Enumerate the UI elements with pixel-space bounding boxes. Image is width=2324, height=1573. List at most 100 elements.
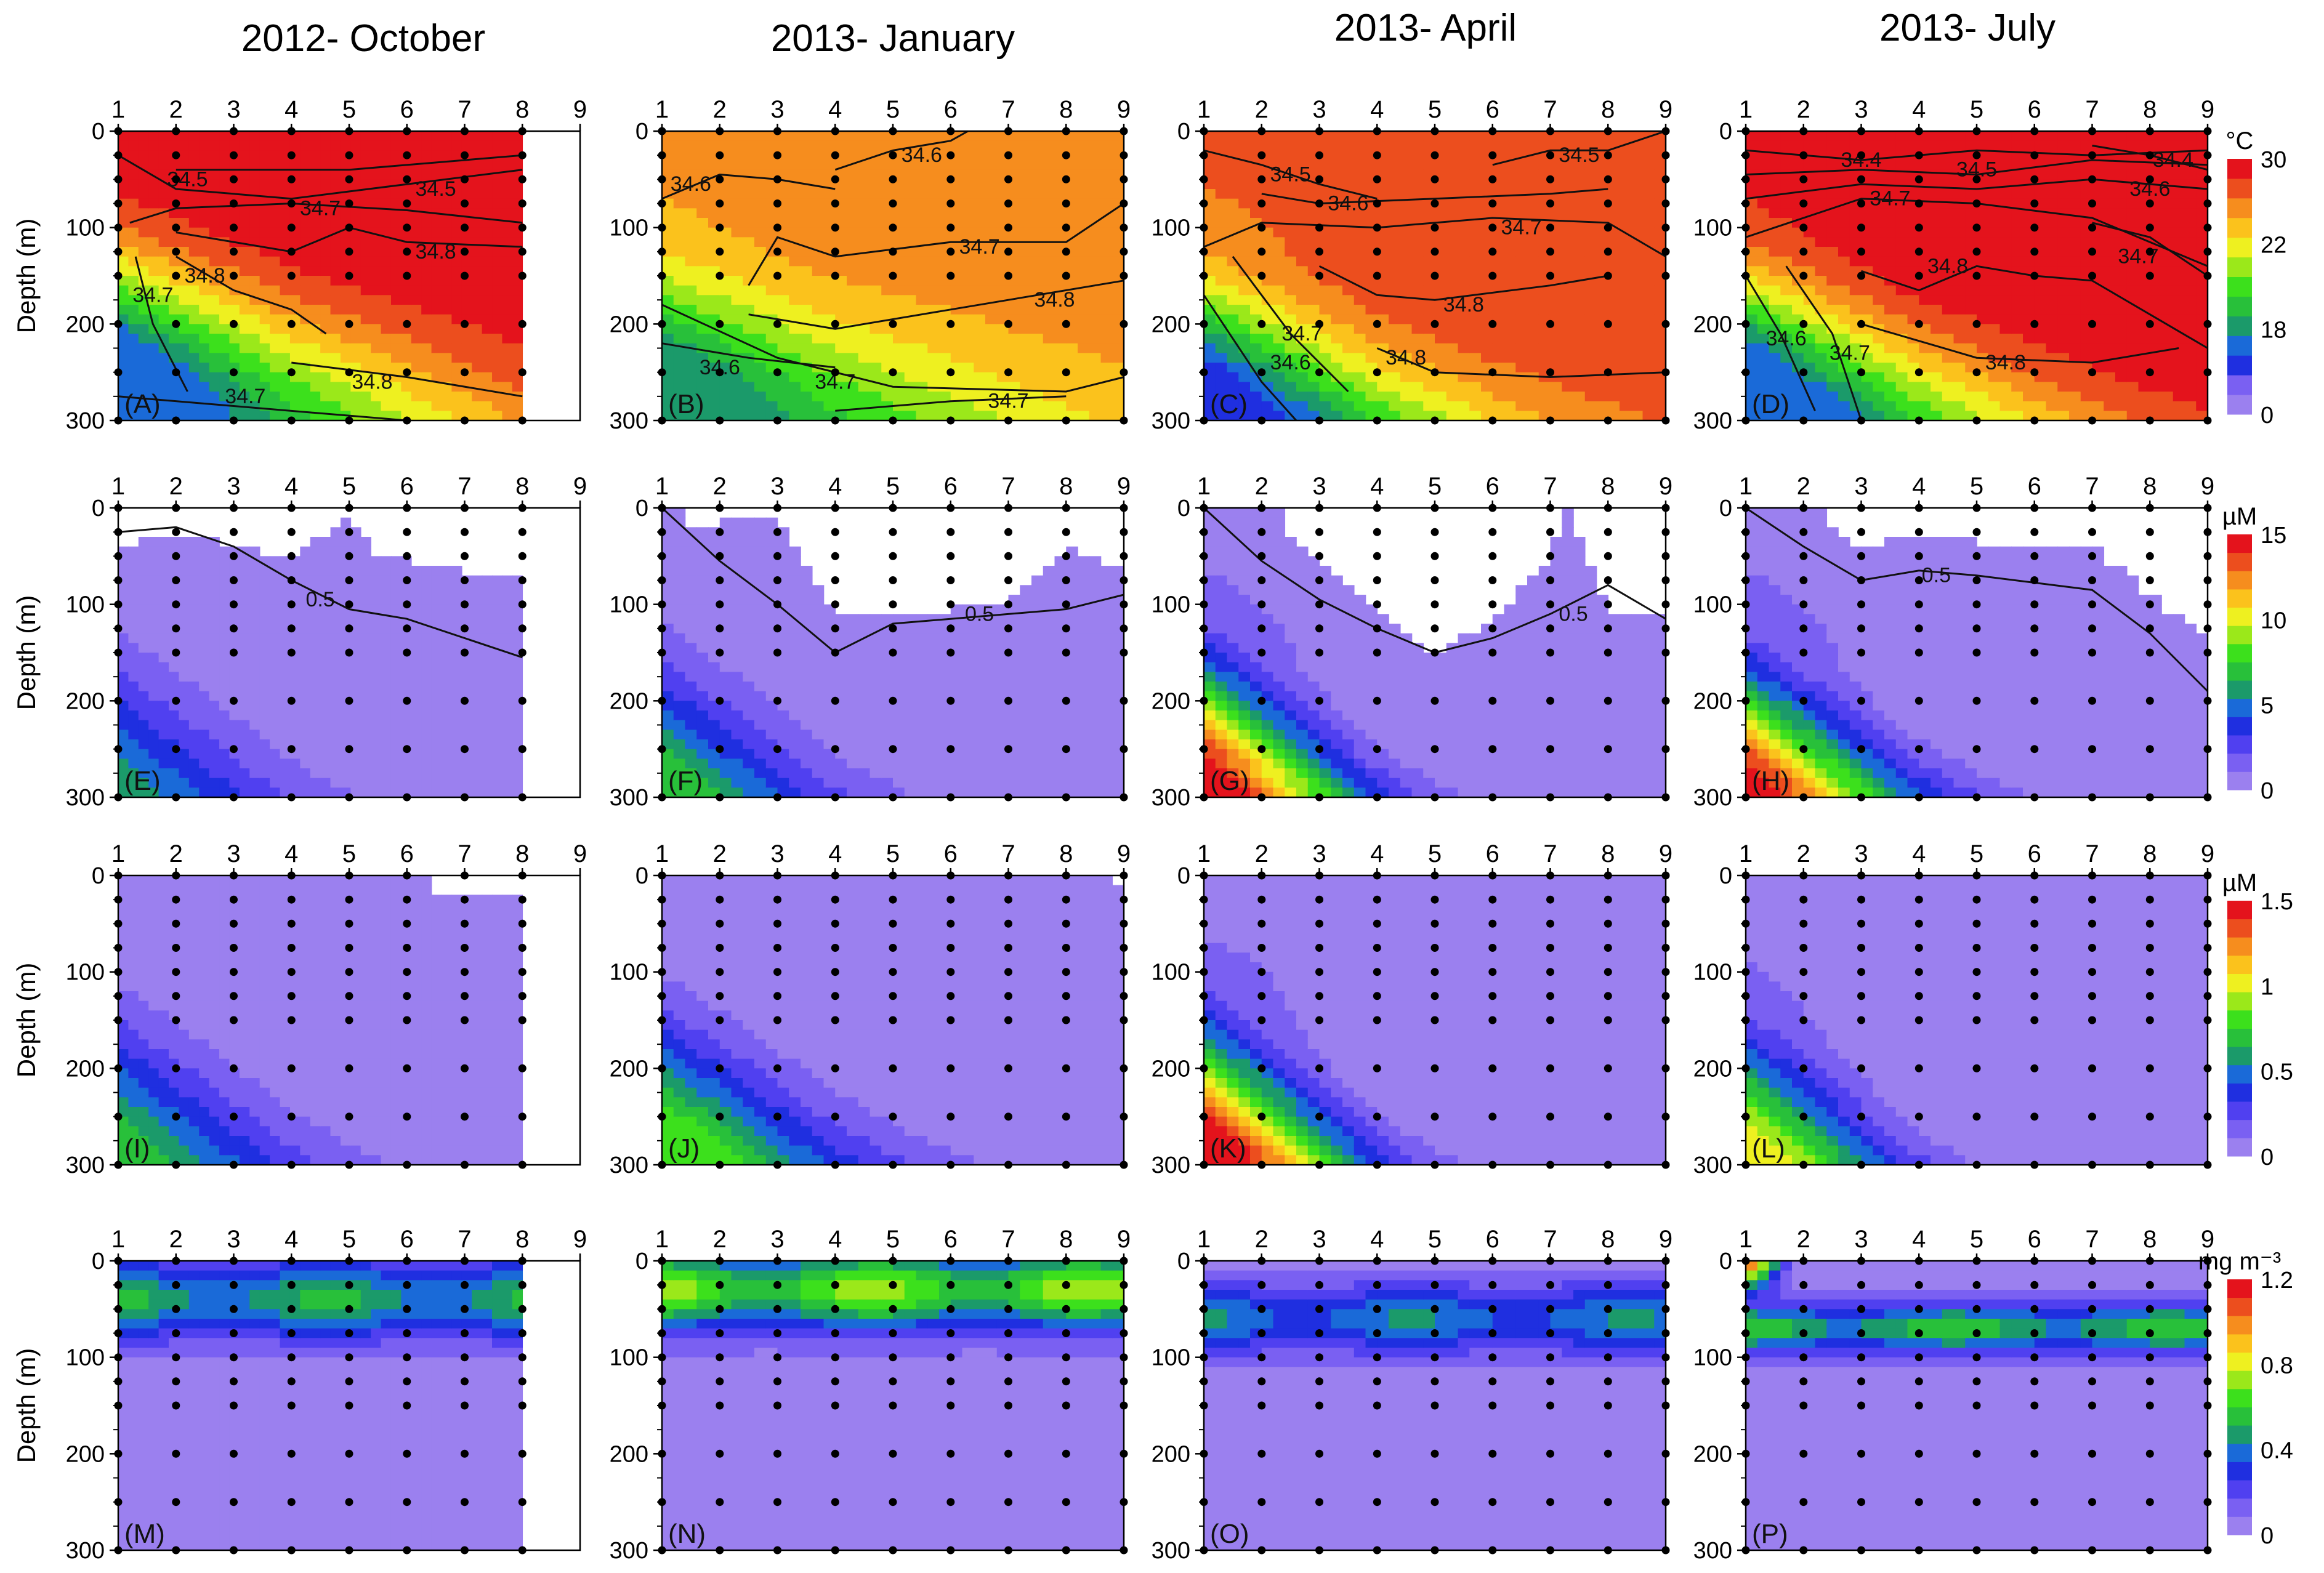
field-cell [2046, 169, 2059, 180]
field-cell [1054, 160, 1067, 171]
field-cell [685, 218, 698, 228]
field-cell [1215, 198, 1228, 209]
field-cell [442, 295, 453, 305]
field-cell [1423, 334, 1435, 344]
field-cell [1895, 305, 1908, 315]
field-cell [1458, 247, 1471, 257]
field-cell [1826, 189, 1839, 199]
field-cell [801, 266, 813, 276]
field-cell [985, 314, 998, 325]
field-cell [904, 305, 917, 315]
field-cell [1331, 363, 1343, 373]
field-cell [1227, 198, 1240, 209]
field-cell [1296, 266, 1309, 276]
field-cell [461, 401, 473, 412]
field-cell [1342, 169, 1355, 180]
field-cell [2104, 256, 2116, 267]
field-cell [300, 295, 311, 305]
field-cell [280, 363, 291, 373]
field-cell [270, 140, 281, 151]
contour-line [118, 154, 523, 200]
field-cell [1849, 256, 1862, 267]
field-cell [411, 160, 422, 171]
field-cell [1273, 411, 1286, 421]
field-cell [1112, 140, 1124, 151]
field-cell [1319, 392, 1332, 402]
field-cell [1573, 343, 1586, 354]
field-cell [1504, 276, 1517, 286]
field-cell [1527, 314, 1539, 325]
field-cell [754, 160, 767, 171]
field-cell [2092, 334, 2105, 344]
field-cell [472, 392, 483, 402]
field-cell [1319, 353, 1332, 363]
field-cell [280, 295, 291, 305]
field-cell [1008, 343, 1021, 354]
field-cell [1481, 401, 1493, 412]
field-cell [1631, 285, 1644, 296]
field-cell [1285, 150, 1297, 161]
field-cell [1504, 411, 1517, 421]
field-cell [451, 140, 462, 151]
field-cell [1746, 237, 1758, 247]
field-cell [2034, 382, 2047, 392]
field-cell [2046, 140, 2059, 151]
field-cell [673, 247, 686, 257]
field-cell [249, 276, 260, 286]
field-cell [128, 140, 139, 151]
sampling-point [889, 247, 897, 256]
field-cell [1642, 411, 1655, 421]
field-cell [1319, 382, 1332, 392]
sampling-point [172, 368, 180, 377]
field-cell [893, 343, 905, 354]
field-cell [673, 198, 686, 209]
field-cell [118, 208, 129, 219]
field-cell [1342, 353, 1355, 363]
field-cell [1469, 169, 1482, 180]
field-cell [2057, 237, 2070, 247]
field-cell [719, 285, 732, 296]
field-cell [179, 140, 190, 151]
field-cell [1999, 314, 2012, 325]
sampling-point [345, 223, 353, 232]
field-cell [731, 189, 744, 199]
field-cell [1481, 208, 1493, 219]
field-cell [881, 208, 894, 219]
field-cell [1043, 343, 1055, 354]
field-cell [812, 208, 825, 219]
field-cell [1780, 247, 1793, 257]
field-cell [1204, 334, 1216, 344]
field-cell [985, 160, 998, 171]
field-cell [270, 131, 281, 142]
field-cell [1204, 285, 1216, 296]
field-cell [209, 382, 220, 392]
field-cell [1620, 353, 1632, 363]
field-cell [1020, 208, 1032, 219]
field-cell [330, 401, 341, 412]
sampling-point [1315, 368, 1323, 377]
field-cell [869, 256, 882, 267]
field-cell [731, 295, 744, 305]
y-tick-label: 0 [1177, 119, 1190, 145]
field-cell [1873, 256, 1885, 267]
field-cell [1031, 169, 1044, 180]
field-cell [1435, 334, 1447, 344]
field-cell [219, 401, 230, 412]
field-cell [1642, 256, 1655, 267]
field-cell [2057, 382, 2070, 392]
field-cell [765, 401, 778, 412]
field-cell [662, 392, 674, 402]
field-cell [1250, 305, 1262, 315]
field-cell [1919, 305, 1931, 315]
field-cell [1620, 131, 1632, 142]
field-cell [904, 295, 917, 305]
field-cell [280, 411, 291, 421]
field-cell [1481, 334, 1493, 344]
field-cell [2034, 256, 2047, 267]
field-cell [2104, 363, 2116, 373]
field-cell [1515, 353, 1528, 363]
sampling-point [773, 223, 781, 232]
field-cell [401, 285, 412, 296]
field-cell [743, 140, 755, 151]
field-cell [148, 266, 159, 276]
